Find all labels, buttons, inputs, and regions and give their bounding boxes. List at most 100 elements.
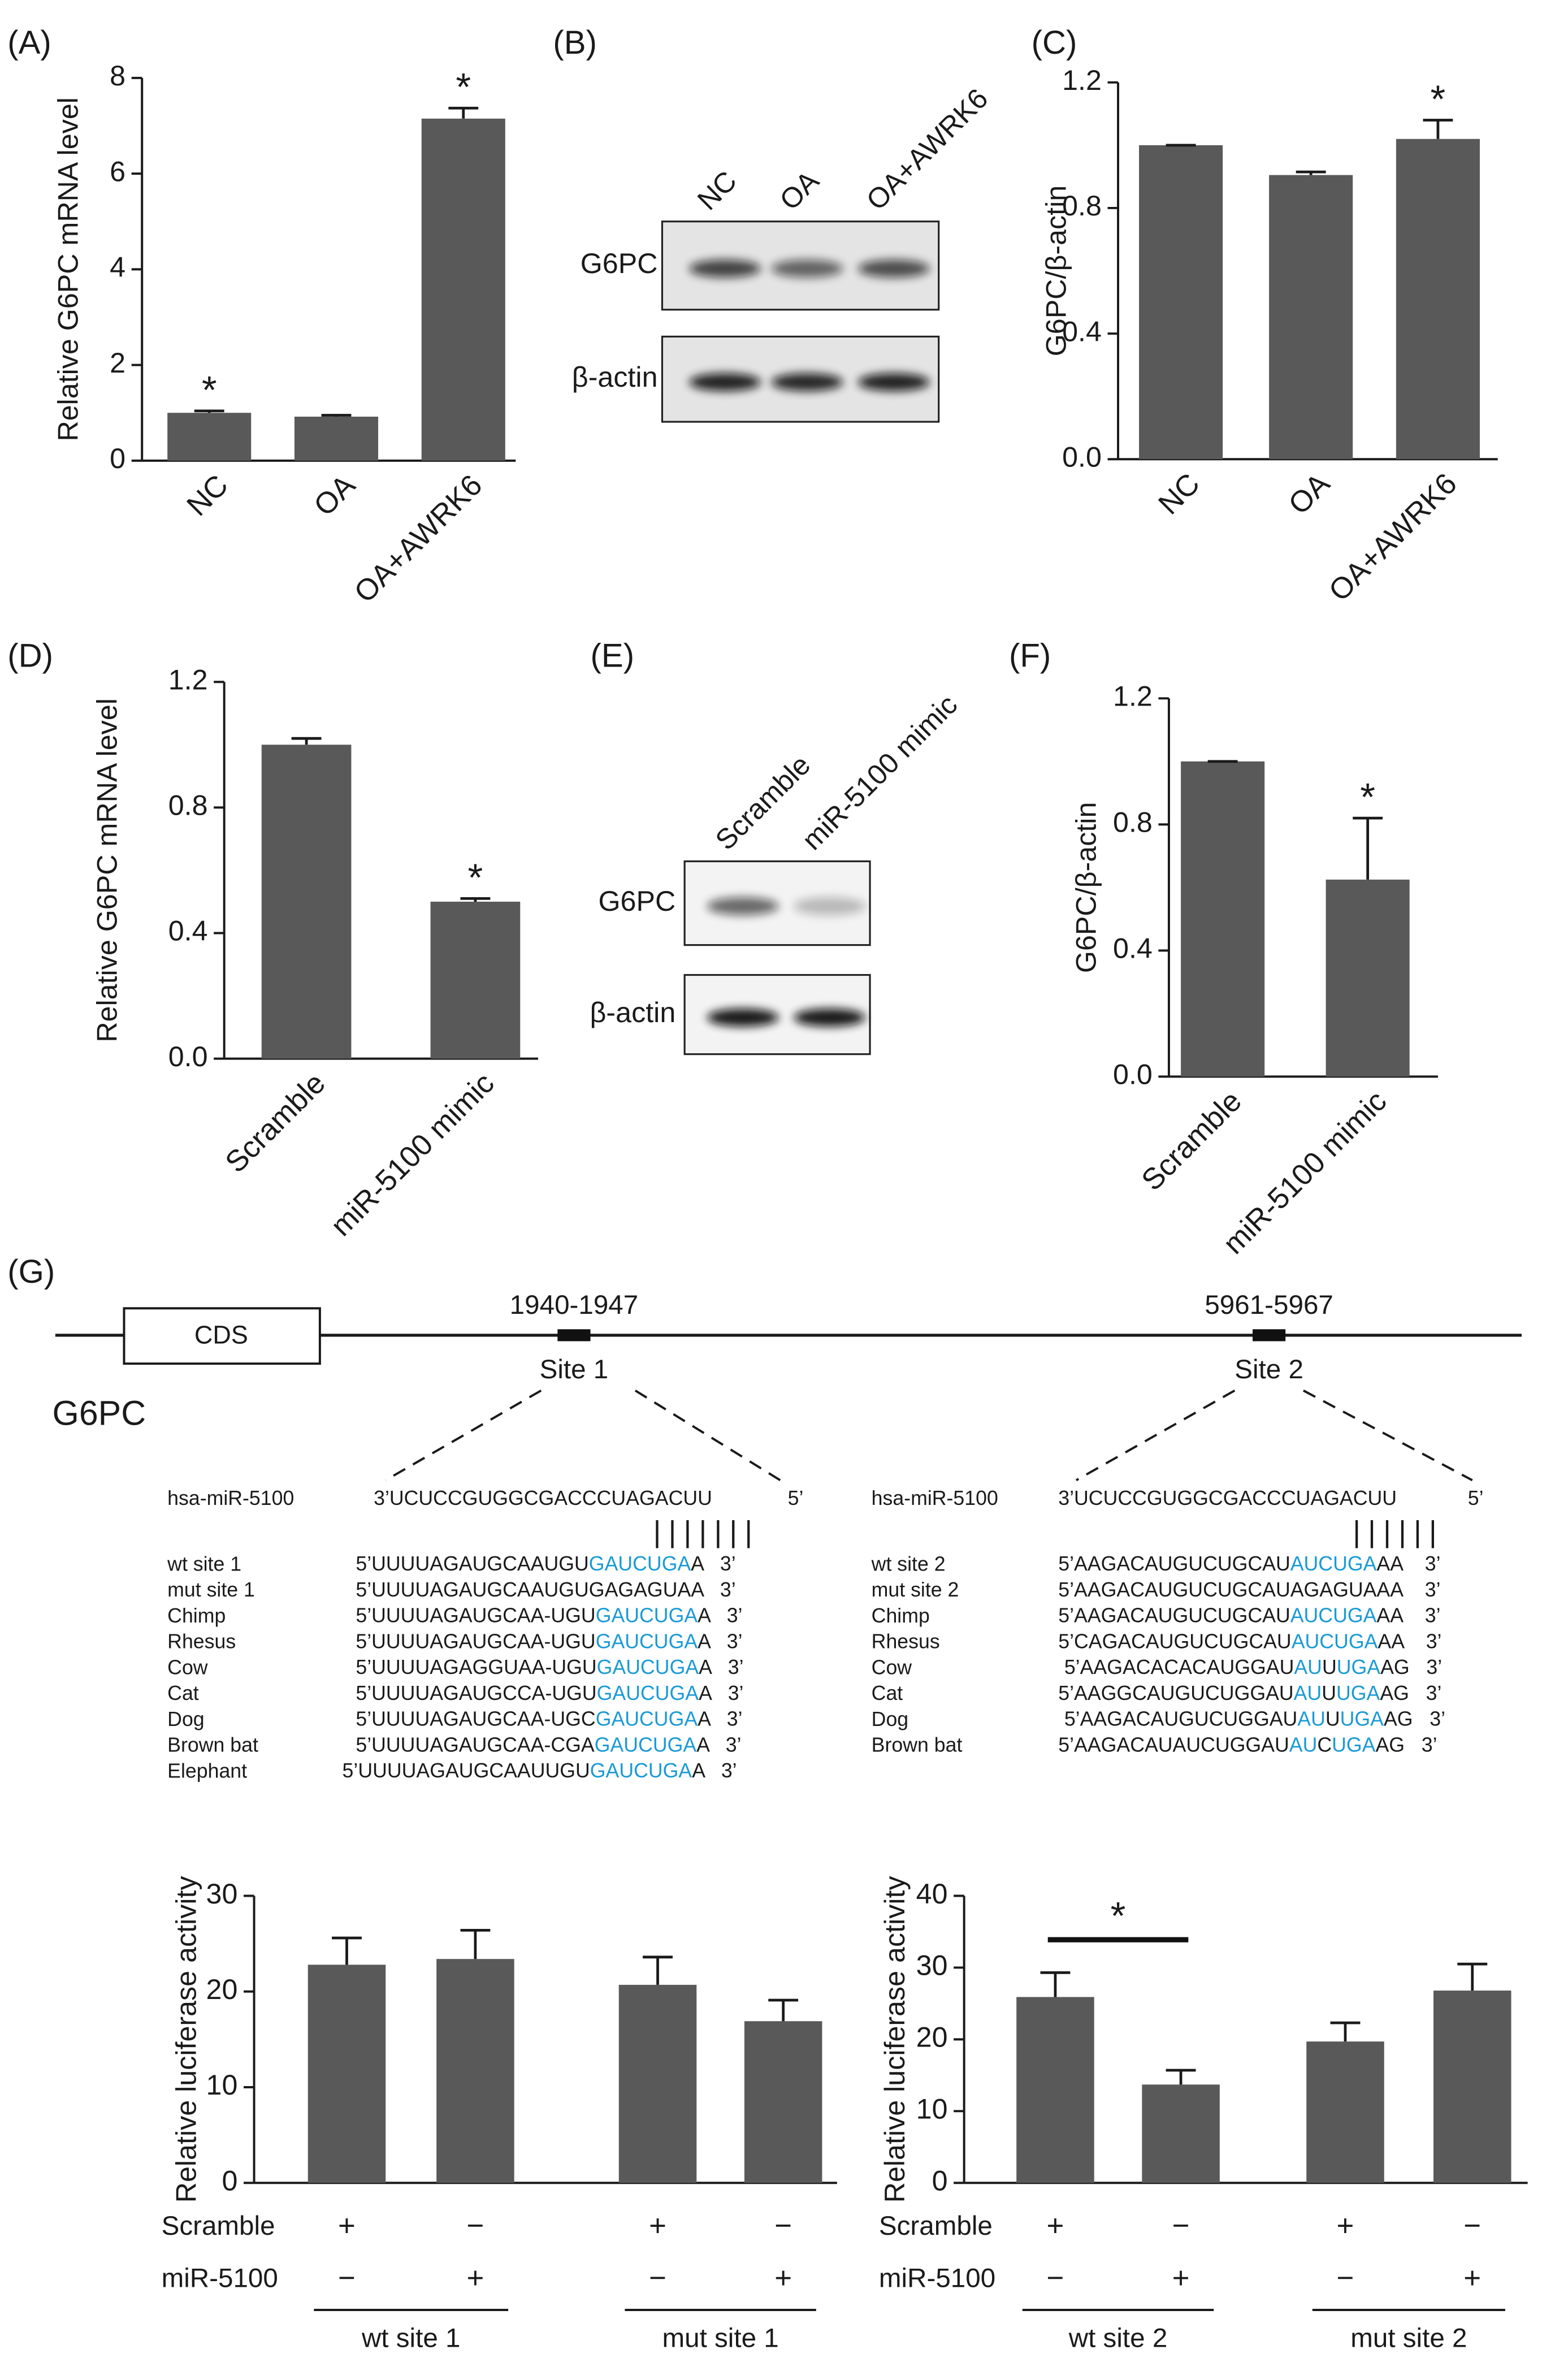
error-bar: [321, 414, 352, 417]
y-tick-label: 0.8: [1062, 190, 1102, 222]
sequence: 5’UUUUAGAUGCAA-CGAGAUCUGAA 3’: [356, 1734, 741, 1756]
cds-box: [123, 1307, 321, 1365]
row-sign: −: [466, 2209, 484, 2243]
error-bar: [291, 737, 322, 745]
y-tick-label: 0.0: [1113, 1059, 1153, 1091]
species-label: Cow: [167, 1656, 208, 1678]
bar: [430, 901, 521, 1059]
y-axis-label: G6PC/β-actin: [1041, 185, 1072, 356]
row-sign: +: [774, 2261, 792, 2295]
sequence-part: 5’UUUUAGAUGCAA-UGC: [356, 1708, 595, 1730]
sequence: 5’AAGACAUGUCUGCAUAUCUGAAA 3’: [1058, 1604, 1440, 1627]
y-axis-label: Relative luciferase activity: [170, 1876, 202, 2203]
y-tick-label: 1.2: [168, 664, 208, 695]
sequence: 5’UUUUAGAUGCCA-UGUGAUCUGAA 3’: [356, 1682, 743, 1704]
y-tick-label: 10: [916, 2093, 948, 2125]
sequence-part: C: [1317, 1734, 1332, 1756]
row-sign: +: [466, 2261, 484, 2295]
y-tick-label: 0.0: [1062, 441, 1102, 473]
zoom-line: [634, 1389, 781, 1482]
site-marker: [1253, 1329, 1286, 1342]
sequence-part: 5’AAGACACACAUGGAU: [1064, 1656, 1294, 1678]
sequence: 5’AAGACAUGUCUGCAUAUCUGAAA 3’: [1058, 1553, 1440, 1576]
panel-label: (E): [591, 637, 635, 674]
blot-row-label: β-actin: [590, 997, 676, 1028]
lane-label: Scramble: [709, 749, 817, 856]
error-bar: [1166, 2069, 1196, 2085]
species-label: Elephant: [167, 1759, 247, 1782]
row-sign: +: [1337, 2209, 1354, 2243]
blot-band: [794, 897, 866, 915]
bar: [744, 2021, 822, 2183]
y-tick-label: 40: [916, 1878, 948, 1910]
seed-match: AU: [1294, 1656, 1322, 1678]
species-label: wt site 1: [167, 1553, 241, 1576]
row-sign: −: [649, 2261, 666, 2295]
error-bar: [768, 1998, 799, 2022]
species-label: Cat: [872, 1682, 903, 1704]
sequence-part: 5’UUUUAGAGGUAA-UGU: [356, 1656, 596, 1678]
bar: [618, 1984, 697, 2183]
error-bar: [332, 1936, 362, 1965]
bar: [167, 413, 252, 461]
error-bar: [194, 409, 224, 413]
x-tick-label: OA: [307, 468, 362, 522]
bar: [1433, 1991, 1511, 2183]
row-label: miR-5100: [879, 2264, 995, 2294]
y-tick-label: 0.0: [168, 1041, 208, 1072]
sequence: 5’UUUUAGAUGCAAUGUGAUCUGAA 3’: [356, 1553, 735, 1576]
sequence-part: A 3’: [691, 1553, 735, 1576]
blot-band: [771, 259, 843, 278]
sequence-part: U: [1322, 1682, 1336, 1704]
y-tick-label: 10: [206, 2069, 238, 2101]
seed-match: GAUCUGA: [596, 1708, 698, 1730]
y-tick-label: 0.4: [168, 915, 208, 947]
seed-match: AU: [1297, 1708, 1326, 1730]
error-bar: [643, 1955, 673, 1985]
panel-label: (B): [553, 24, 597, 61]
bar: [1326, 879, 1410, 1077]
seed-match: GAUCUGA: [590, 1759, 692, 1782]
y-tick-label: 2: [110, 347, 125, 379]
y-tick-label: 0.4: [1062, 315, 1102, 347]
significance: *: [456, 66, 471, 109]
seed-match: GAUCUGA: [596, 1630, 698, 1653]
row-sign: +: [1463, 2261, 1481, 2295]
row-sign: +: [1172, 2261, 1190, 2295]
blot-band: [707, 1009, 779, 1027]
sequence-part: 5’UUUUAGAUGCAA-UGU: [356, 1630, 595, 1653]
y-tick-label: 4: [110, 252, 125, 283]
pairing: ||||||: [1353, 1516, 1444, 1549]
seed-match: GAUCUGA: [597, 1682, 699, 1704]
blot-band: [857, 373, 930, 391]
bar: [1016, 1997, 1094, 2183]
zoom-line: [385, 1389, 542, 1482]
panel-label: (C): [1032, 24, 1077, 61]
sequence-part: A 3’: [698, 1708, 742, 1730]
significance: *: [1111, 1894, 1126, 1937]
lane-label: OA+AWRK6: [860, 83, 994, 217]
panel-label: (D): [7, 637, 53, 674]
seed-match: UGA: [1337, 1656, 1381, 1678]
x-tick-label: OA: [1282, 466, 1336, 521]
x-tick-label: Scramble: [1135, 1084, 1248, 1197]
cds-label: CDS: [194, 1320, 248, 1349]
seed-match: AUCUGA: [1290, 1604, 1377, 1627]
error-bar: [1423, 119, 1453, 139]
row-sign: +: [649, 2209, 666, 2243]
bar: [1396, 139, 1480, 460]
sequence: 5’CAGACAUGUCUGCAUAUCUGAAA 3’: [1058, 1630, 1441, 1653]
y-tick-label: 0.8: [1113, 807, 1153, 838]
row-sign: −: [774, 2209, 792, 2243]
sequence-part: U: [1322, 1656, 1337, 1678]
species-label: Chimp: [872, 1604, 930, 1627]
mirna-seq: 3’UCUCCGUGGCGACCCUAGACUU: [374, 1487, 712, 1509]
error-bar: [1353, 816, 1383, 880]
sequence: 5’AAGACAUGUCUGGAUAUUUGAAG 3’: [1064, 1708, 1445, 1730]
blot-row-label: G6PC: [581, 248, 658, 279]
y-tick-label: 1.2: [1113, 681, 1153, 712]
error-bar: [448, 106, 479, 119]
y-axis-label: G6PC/β-actin: [1070, 802, 1102, 974]
